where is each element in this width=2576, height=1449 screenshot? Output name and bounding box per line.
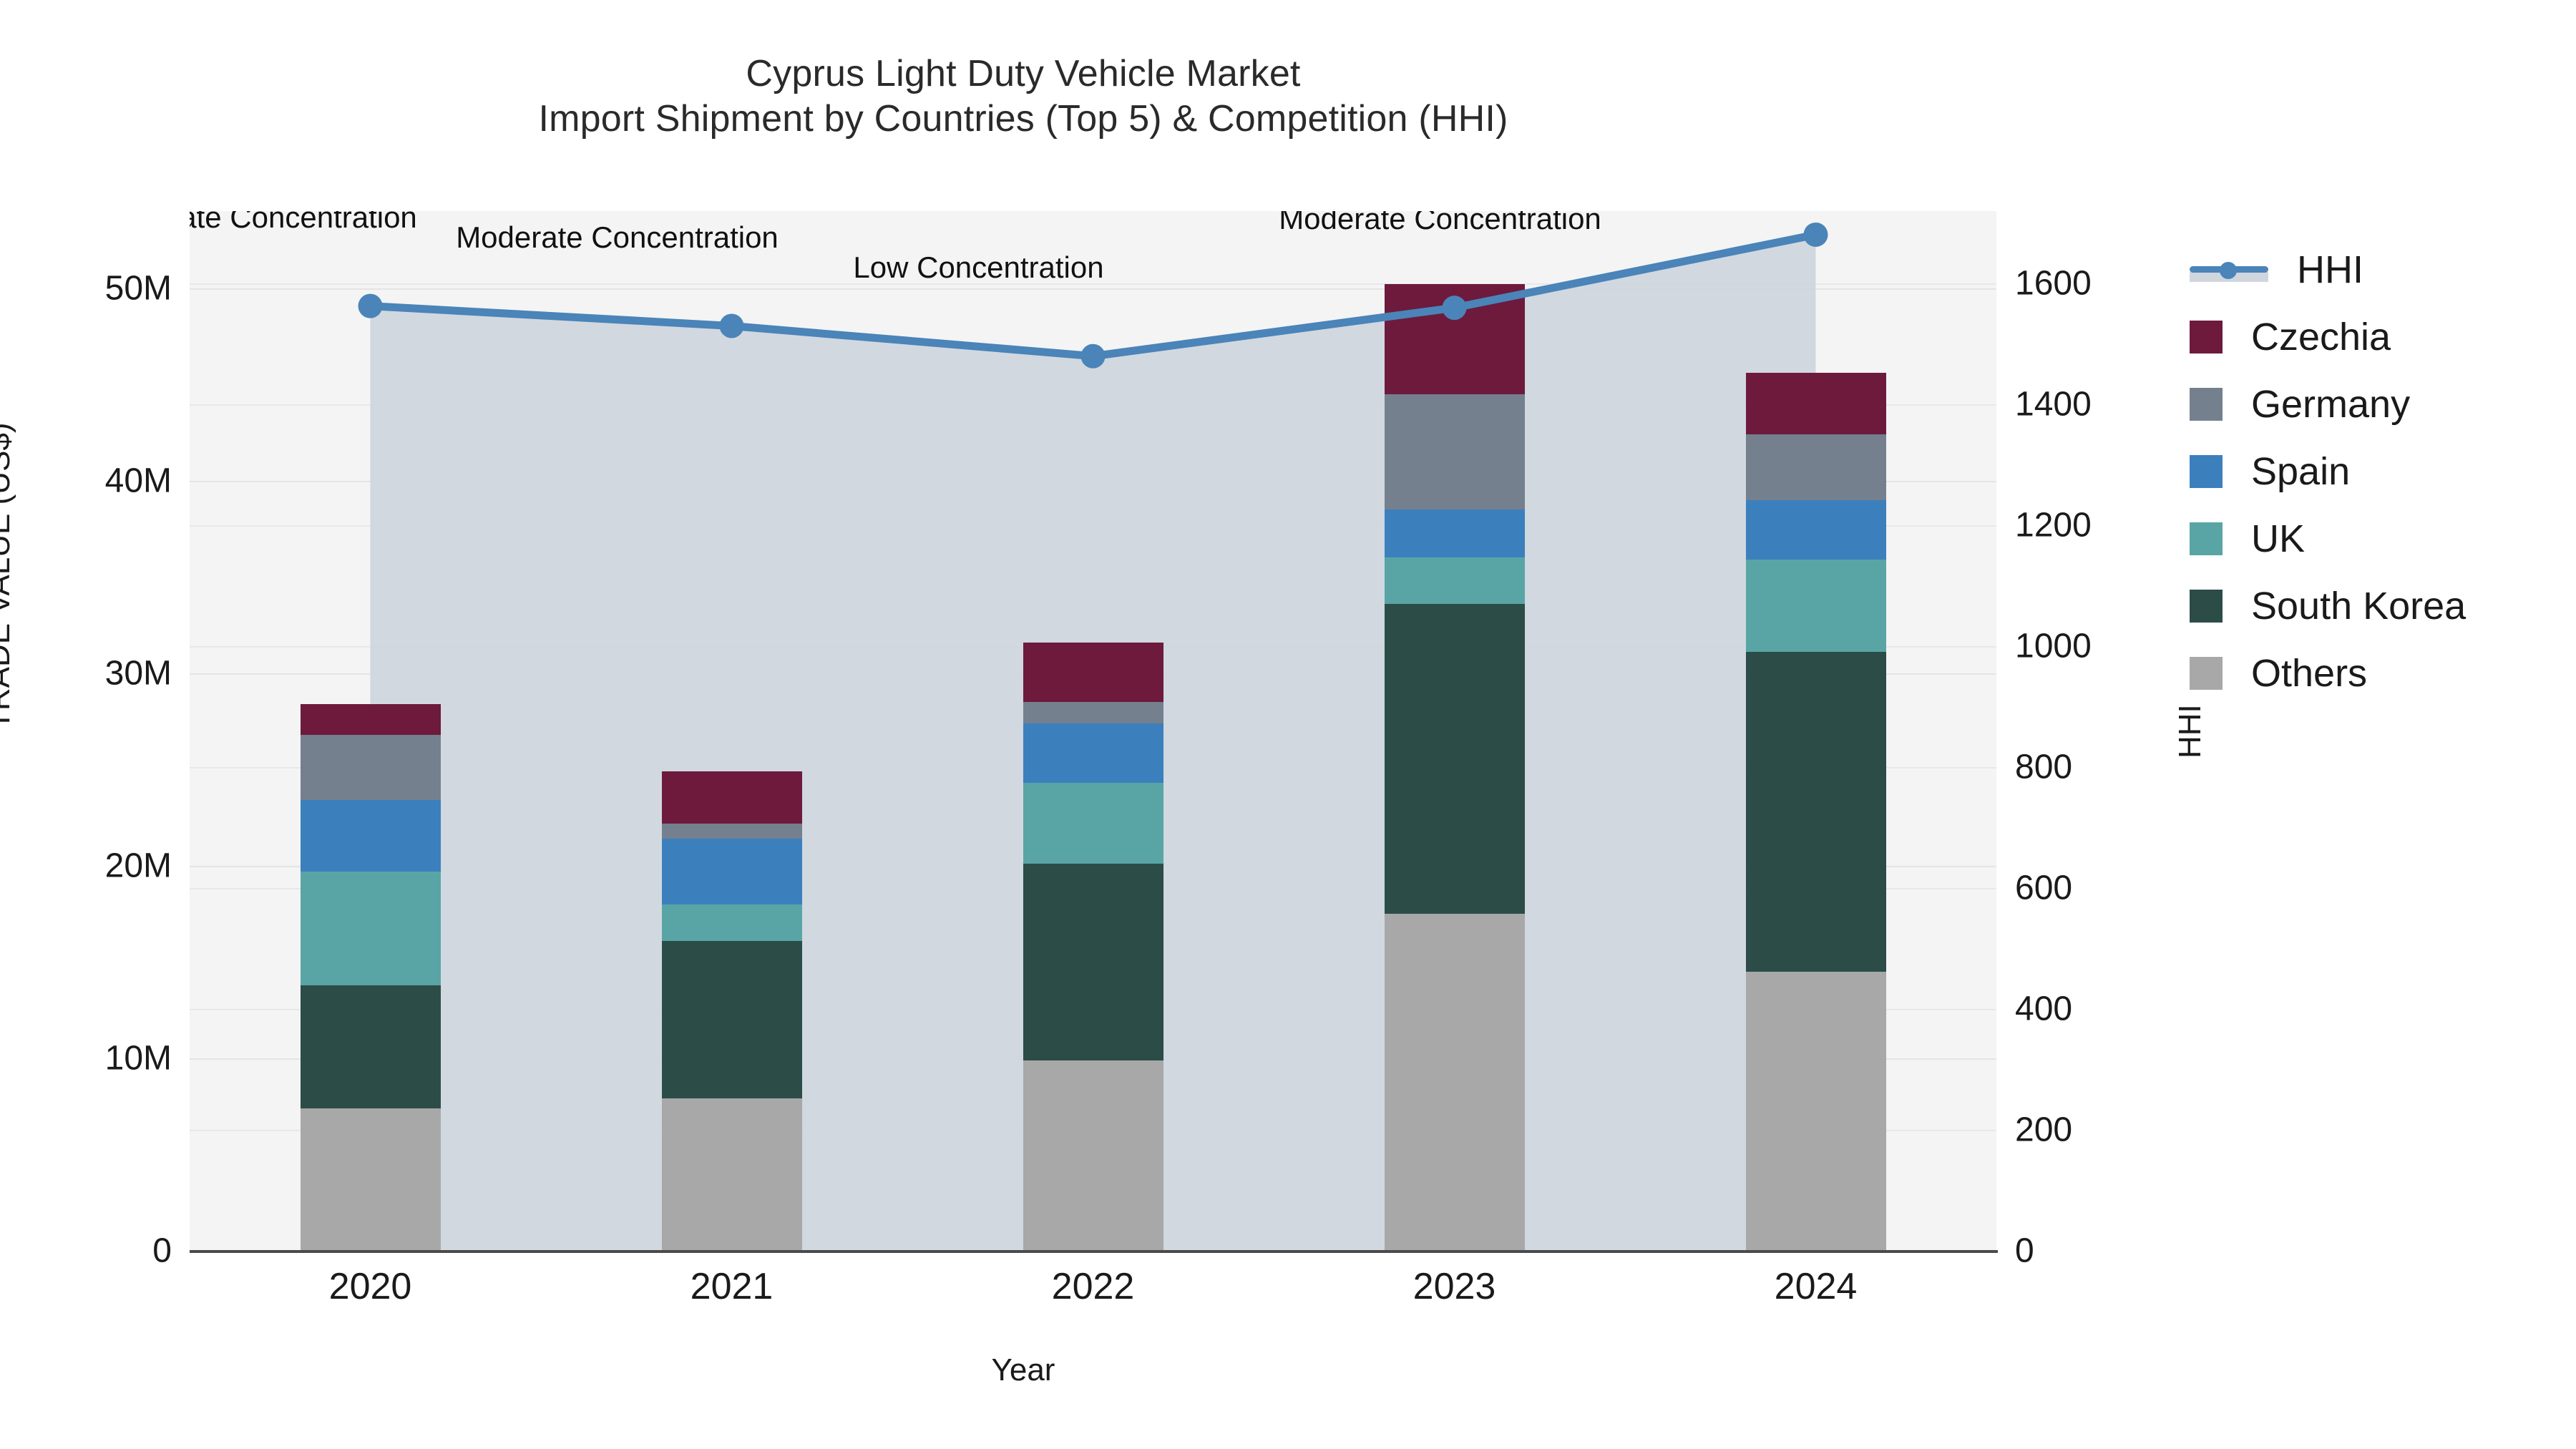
x-tick-label-2021: 2021 [690, 1266, 774, 1307]
y-tick-label: 0 [152, 1231, 172, 1270]
y-tick-label: 20M [104, 847, 172, 885]
y-axis-label-right: HHI [2172, 704, 2207, 758]
bar-segment-spain[interactable] [1023, 723, 1163, 784]
bar-segment-south-korea[interactable] [300, 985, 441, 1108]
legend-swatch-icon [2190, 590, 2223, 623]
y-tick-label: 40M [104, 462, 172, 500]
bar-segment-germany[interactable] [1745, 434, 1886, 500]
bar-segment-uk[interactable] [1745, 560, 1886, 653]
legend-item-label: Czechia [2251, 316, 2391, 358]
annotation-2023: Moderate Concentration [1279, 211, 1601, 236]
legend-item-label: Germany [2251, 383, 2411, 426]
legend-item-others[interactable]: Others [2190, 640, 2562, 707]
gridline [190, 283, 1996, 286]
bar-segment-south-korea[interactable] [1384, 603, 1525, 914]
annotation-2021: Moderate Concentration [456, 220, 779, 254]
annotation-2020: Moderate Concentration [190, 211, 417, 234]
bar-segment-south-korea[interactable] [661, 940, 802, 1099]
bar-segment-uk[interactable] [300, 871, 441, 985]
bar-2023[interactable] [1384, 211, 1525, 1251]
legend-item-south-korea[interactable]: South Korea [2190, 572, 2562, 640]
legend-item-label: Others [2251, 652, 2368, 695]
y2-tick-label: 200 [2015, 1111, 2073, 1149]
y2-tick-label: 1600 [2015, 264, 2092, 303]
y2-tick-label: 1000 [2015, 627, 2092, 665]
y-tick-label: 10M [104, 1039, 172, 1078]
bar-segment-uk[interactable] [1023, 783, 1163, 864]
bar-segment-others[interactable] [300, 1108, 441, 1251]
bar-segment-south-korea[interactable] [1745, 652, 1886, 972]
bar-2022[interactable] [1023, 211, 1163, 1251]
legend-swatch-icon [2190, 388, 2223, 421]
y2-tick-label: 600 [2015, 869, 2073, 907]
legend-swatch-icon [2190, 455, 2223, 488]
bar-segment-others[interactable] [1023, 1060, 1163, 1251]
chart-title-block: Cyprus Light Duty Vehicle Market Import … [0, 52, 2046, 142]
y2-tick-label: 800 [2015, 748, 2073, 786]
y-axis-ticks-left: 0 10M 20M 30M 40M 50M [0, 0, 172, 1449]
x-tick-label-2023: 2023 [1413, 1266, 1496, 1307]
annotation-2022: Low Concentration [853, 250, 1104, 284]
bar-segment-spain[interactable] [661, 839, 802, 904]
legend-item-uk[interactable]: UK [2190, 505, 2562, 572]
y-axis-ticks-right: 0 200 400 600 800 1000 1200 1400 1600 [2015, 0, 2230, 1449]
bar-segment-others[interactable] [1384, 914, 1525, 1251]
x-axis-line [190, 1250, 1998, 1253]
legend-item-label: South Korea [2251, 585, 2467, 628]
bar-segment-uk[interactable] [661, 904, 802, 941]
legend-swatch-icon [2190, 321, 2223, 353]
bar-2020[interactable] [300, 211, 441, 1251]
bar-segment-czechia[interactable] [1745, 373, 1886, 435]
bar-segment-south-korea[interactable] [1023, 864, 1163, 1060]
bar-2021[interactable] [661, 211, 802, 1251]
bar-segment-spain[interactable] [1745, 499, 1886, 560]
bar-segment-others[interactable] [1745, 971, 1886, 1251]
bar-segment-uk[interactable] [1384, 557, 1525, 604]
bar-segment-germany[interactable] [1384, 394, 1525, 510]
x-tick-label-2020: 2020 [328, 1266, 412, 1307]
y2-tick-label: 1200 [2015, 506, 2092, 545]
gridline [190, 288, 1996, 290]
y2-tick-label: 1400 [2015, 385, 2092, 424]
legend-item-hhi[interactable]: HHI [2190, 236, 2562, 303]
bar-segment-others[interactable] [661, 1098, 802, 1251]
y-tick-label: 50M [104, 269, 172, 308]
bar-segment-spain[interactable] [1384, 509, 1525, 558]
legend-item-spain[interactable]: Spain [2190, 438, 2562, 505]
plot-area: Moderate Concentration Moderate Concentra… [190, 211, 1996, 1251]
hhi-line-top [358, 222, 1828, 369]
bar-segment-spain[interactable] [300, 800, 441, 872]
bar-segment-germany[interactable] [1023, 702, 1163, 723]
legend-swatch-icon [2190, 657, 2223, 690]
chart-subtitle: Import Shipment by Countries (Top 5) & C… [538, 98, 1508, 140]
legend-item-label: UK [2251, 517, 2306, 560]
legend-swatch-icon [2190, 522, 2223, 555]
chart-title: Cyprus Light Duty Vehicle Market [746, 53, 1301, 94]
bar-segment-czechia[interactable] [1023, 642, 1163, 703]
bar-segment-germany[interactable] [300, 734, 441, 801]
y2-tick-label: 400 [2015, 990, 2073, 1028]
y-tick-label: 30M [104, 654, 172, 693]
legend-item-label: Spain [2251, 450, 2351, 493]
legend-item-czechia[interactable]: Czechia [2190, 303, 2562, 371]
x-tick-label-2024: 2024 [1774, 1266, 1858, 1307]
legend-item-label: HHI [2297, 248, 2363, 291]
legend-line-icon [2190, 253, 2268, 286]
legend: HHI Czechia Germany Spain UK South Korea Other… [2190, 236, 2562, 707]
y-axis-label-left: TRADE VALUE (US$) [0, 422, 16, 731]
bar-segment-czechia[interactable] [300, 703, 441, 735]
bar-2024[interactable] [1745, 211, 1886, 1251]
x-axis-label: Year [991, 1352, 1055, 1387]
legend-item-germany[interactable]: Germany [2190, 371, 2562, 438]
bar-segment-czechia[interactable] [661, 771, 802, 824]
bar-segment-germany[interactable] [661, 823, 802, 839]
x-tick-label-2022: 2022 [1051, 1266, 1135, 1307]
y2-tick-label: 0 [2015, 1231, 2034, 1270]
